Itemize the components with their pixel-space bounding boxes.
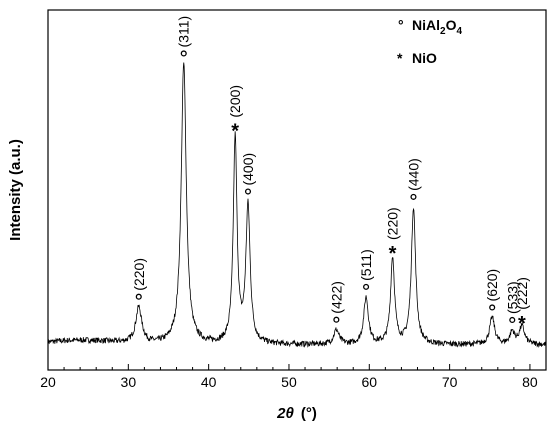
nial2o4-peak-marker — [244, 188, 252, 195]
peak-miller-label: (440) — [405, 158, 421, 191]
peak-miller-label: (620) — [484, 269, 500, 302]
nial2o4-peak-marker — [489, 304, 496, 311]
x-tick-label: 80 — [522, 374, 538, 390]
legend-marker-nio: * — [397, 50, 403, 66]
x-tick-label: 60 — [362, 374, 378, 390]
x-tick-label: 50 — [281, 374, 297, 390]
x-axis-variable: 2θ — [276, 405, 294, 422]
nial2o4-peak-marker — [363, 283, 370, 290]
legend-label-nial2o4: NiAl2O4 — [412, 17, 462, 37]
peak-annotations: (220)(311)*(200)(400)(422)(511) *(220)(44… — [131, 16, 530, 335]
x-tick-label: 70 — [442, 374, 458, 390]
nio-peak-marker: * — [518, 313, 526, 335]
peak-miller-label: (533) — [504, 281, 520, 314]
peak-miller-label: (422) — [328, 281, 344, 314]
peak-miller-label: (200) — [227, 85, 243, 118]
legend-marker-nial2o4: ° — [398, 17, 404, 33]
x-tick-label: 40 — [201, 374, 217, 390]
nial2o4-peak-marker — [410, 193, 417, 200]
x-axis-ticks: 20 30 40 50 60 70 80 — [40, 364, 547, 390]
peak-miller-label: (400) — [240, 153, 256, 186]
legend-label-nio: NiO — [412, 50, 437, 66]
peak-miller-label: (311) — [176, 16, 192, 48]
peak-miller-label: (511) — [358, 249, 374, 281]
nial2o4-peak-marker — [509, 316, 516, 324]
legend: ° NiAl2O4 * NiO — [397, 17, 462, 66]
nial2o4-peak-marker — [135, 293, 142, 300]
x-tick-label: 20 — [40, 374, 56, 390]
xrd-pattern-line — [47, 62, 547, 348]
peak-miller-label: (220) — [385, 207, 401, 240]
nio-peak-marker: * — [389, 243, 397, 265]
x-axis-unit: (°) — [301, 405, 317, 422]
nio-peak-marker: * — [231, 121, 239, 143]
nial2o4-peak-marker — [180, 50, 187, 57]
x-axis-title: 2θ (°) — [276, 405, 317, 422]
peak-miller-label: (220) — [131, 258, 147, 291]
y-axis-title: Intensity (a.u.) — [7, 139, 24, 241]
peak-miller-label: (222) — [514, 277, 530, 310]
x-tick-label: 30 — [121, 374, 137, 390]
plot-frame — [47, 9, 547, 371]
nial2o4-peak-marker — [333, 316, 340, 323]
